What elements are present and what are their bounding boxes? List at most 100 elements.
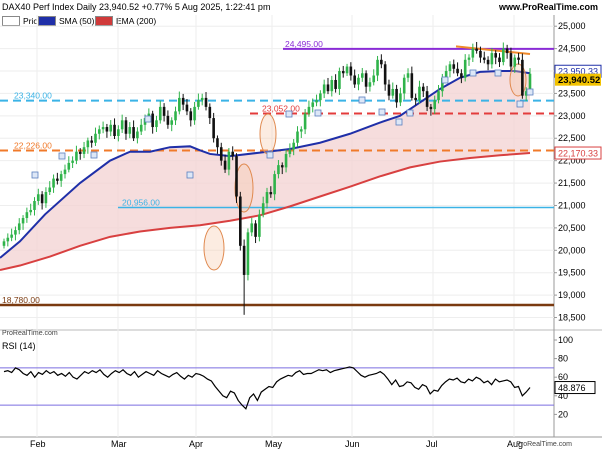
candle-body: [509, 53, 513, 67]
candle-body: [322, 84, 326, 94]
x-tick-label: Aug: [507, 439, 523, 449]
legend-ema-label: EMA (200): [116, 16, 157, 26]
y-tick-label: 19,500: [558, 268, 586, 278]
candle-body: [25, 212, 29, 219]
signal-marker-icon: [144, 115, 152, 123]
legend-ema[interactable]: EMA (200): [95, 15, 156, 27]
candle-body: [288, 149, 292, 154]
candle-body: [212, 118, 215, 139]
candle-body: [181, 97, 185, 105]
legend-price-swatch: [2, 16, 20, 26]
candle-body: [6, 237, 10, 242]
y-tick-label: 18,500: [558, 313, 586, 323]
legend-sma[interactable]: SMA (50): [38, 15, 94, 27]
candle-body: [200, 97, 204, 101]
candle-body: [463, 59, 467, 78]
candle-body: [120, 120, 124, 130]
candle-body: [433, 100, 437, 110]
y-tick-label: 22,500: [558, 133, 586, 143]
candle-body: [117, 129, 120, 137]
y-tick-label: 21,000: [558, 200, 586, 210]
level-label: 23,340.00: [14, 91, 52, 101]
candle-body: [235, 156, 238, 197]
y-tick-label: 21,500: [558, 178, 586, 188]
candle-body: [357, 77, 360, 85]
site-name[interactable]: www.ProRealTime.com: [498, 2, 598, 12]
candle-body: [158, 106, 162, 121]
candle-body: [113, 124, 116, 137]
candle-body: [307, 106, 311, 114]
x-tick-label: Feb: [30, 439, 46, 449]
candle-body: [410, 73, 414, 98]
candle-body: [78, 151, 82, 154]
legend-sma-label: SMA (50): [59, 16, 95, 26]
highlight-ellipse: [259, 113, 277, 155]
rsi-y-tick-label: 100: [558, 335, 573, 345]
candle-body: [90, 140, 93, 143]
candle-body: [63, 169, 67, 175]
y-tick-label: 25,000: [558, 21, 586, 31]
signal-marker-icon: [31, 171, 39, 179]
candle-body: [330, 79, 334, 92]
candle-body: [242, 245, 246, 275]
y-tick-label: 20,000: [558, 245, 586, 255]
candle-body: [105, 127, 109, 132]
candle-body: [402, 77, 406, 94]
candle-body: [261, 203, 265, 215]
axis-badge-label: 23,950.33: [558, 67, 598, 77]
candle-body: [75, 151, 78, 161]
candle-body: [380, 59, 383, 65]
rsi-y-tick-label: 20: [558, 409, 568, 419]
candle-body: [517, 57, 520, 60]
candle-body: [254, 223, 257, 237]
signal-marker-icon: [266, 151, 274, 159]
candle-body: [246, 232, 250, 275]
signal-marker-icon: [494, 69, 502, 77]
sma50-line: [0, 70, 531, 259]
candle-body: [391, 88, 395, 96]
candle-body: [52, 178, 55, 188]
candle-body: [2, 241, 6, 246]
price-badge: [555, 73, 601, 86]
rsi-badge: [554, 381, 596, 395]
candle-body: [471, 48, 475, 58]
candle-body: [456, 68, 459, 74]
candle-body: [425, 91, 429, 107]
y-tick-label: 20,500: [558, 223, 586, 233]
candle-body: [174, 111, 177, 121]
candle-body: [277, 165, 280, 175]
candle-body: [303, 113, 307, 130]
candle-body: [479, 50, 482, 58]
legend-price[interactable]: Price: [2, 15, 42, 27]
x-tick-label: Jun: [345, 439, 360, 449]
axis-badge-label: 22,170.33: [558, 149, 598, 159]
candle-body: [185, 104, 189, 112]
signal-marker-icon: [358, 96, 366, 104]
candle-body: [311, 102, 315, 107]
candle-body: [406, 73, 410, 78]
candle-body: [521, 59, 524, 96]
candle-body: [139, 124, 143, 132]
watermark-top: ProRealTime.com: [2, 330, 58, 337]
chart-title: DAX40 Perf Index Daily 23,940.52 +0.77% …: [2, 2, 271, 12]
signal-marker-icon: [516, 100, 524, 108]
candle-body: [494, 53, 497, 58]
legend-ema-swatch: [95, 16, 113, 26]
candle-body: [197, 100, 200, 107]
candle-body: [300, 129, 303, 132]
candle-body: [136, 131, 139, 139]
y-tick-label: 23,500: [558, 88, 586, 98]
candle-body: [338, 71, 341, 89]
candle-body: [296, 131, 299, 143]
candle-body: [128, 127, 132, 134]
candle-body: [227, 151, 231, 170]
candle-body: [178, 97, 181, 112]
candle-body: [482, 57, 486, 60]
candle-body: [162, 106, 166, 116]
candle-body: [441, 77, 444, 92]
signal-marker-icon: [395, 118, 403, 126]
candle-body: [364, 73, 368, 87]
x-tick-label: Apr: [189, 439, 203, 449]
candle-body: [360, 73, 364, 78]
